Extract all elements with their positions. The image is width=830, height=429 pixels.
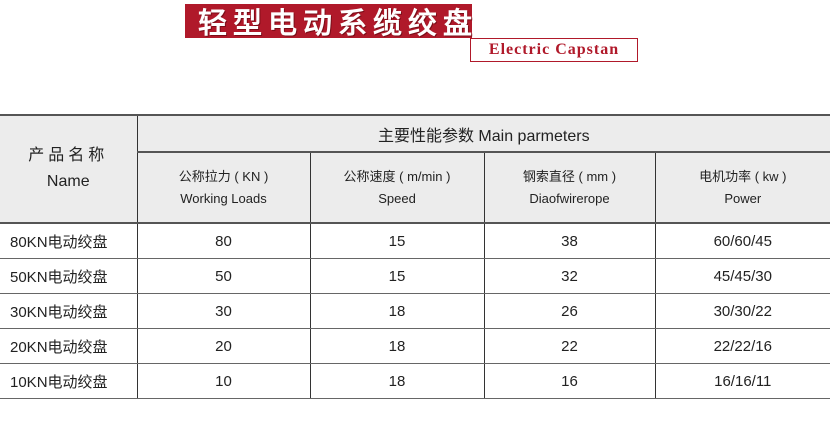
value-cell: 80 [136,223,310,259]
value-cell: 45/45/30 [654,258,830,294]
main-parameters-header: 主要性能参数 Main parmeters [136,115,830,153]
column-header-en: Diaofwirerope [529,190,610,206]
product-name-cell: 80KN电动绞盘 [0,223,137,259]
value-cell: 18 [309,363,484,399]
table-row: 30KN电动绞盘 30 18 26 30/30/22 [0,293,830,329]
product-name-cell: 30KN电动绞盘 [0,293,137,329]
table-row: 50KN电动绞盘 50 15 32 45/45/30 [0,258,830,294]
title-banner [185,4,472,38]
title-chinese: 轻型电动系缆绞盘 [198,6,479,40]
value-cell: 18 [309,293,484,329]
column-header-cn: 公称拉力 ( KN ) [178,168,269,184]
value-cell: 16 [483,363,655,399]
title-english: Electric Capstan [470,38,638,62]
value-cell: 30 [136,293,310,329]
column-header: 公称速度 ( m/min ) Speed [309,152,484,224]
table-row: 10KN电动绞盘 10 18 16 16/16/11 [0,363,830,399]
value-cell: 38 [483,223,655,259]
value-cell: 30/30/22 [654,293,830,329]
name-header: 产品名称 Name [0,115,137,224]
column-header-en: Power [724,190,762,206]
table-row: 80KN电动绞盘 80 15 38 60/60/45 [0,223,830,259]
value-cell: 50 [136,258,310,294]
column-header-en: Speed [378,190,416,206]
column-header: 电机功率 ( kw ) Power [654,152,830,224]
column-header: 公称拉力 ( KN ) Working Loads [136,152,310,224]
value-cell: 15 [309,258,484,294]
value-cell: 10 [136,363,310,399]
table-row: 20KN电动绞盘 20 18 22 22/22/16 [0,328,830,364]
product-name-cell: 20KN电动绞盘 [0,328,137,364]
value-cell: 60/60/45 [654,223,830,259]
product-name-cell: 50KN电动绞盘 [0,258,137,294]
column-header-en: Working Loads [180,190,267,206]
name-header-en: Name [46,173,90,190]
value-cell: 32 [483,258,655,294]
column-header-cn: 公称速度 ( m/min ) [343,168,451,184]
value-cell: 15 [309,223,484,259]
name-header-cn: 产品名称 [28,147,109,164]
value-cell: 26 [483,293,655,329]
product-name-cell: 10KN电动绞盘 [0,363,137,399]
value-cell: 16/16/11 [654,363,830,399]
value-cell: 22 [483,328,655,364]
column-header: 钢索直径 ( mm ) Diaofwirerope [483,152,655,224]
column-header-cn: 钢索直径 ( mm ) [522,168,617,184]
value-cell: 18 [309,328,484,364]
spec-table: 产品名称 Name 主要性能参数 Main parmeters 公称拉力 ( K… [0,114,830,399]
value-cell: 22/22/16 [654,328,830,364]
column-header-cn: 电机功率 ( kw ) [699,168,787,184]
value-cell: 20 [136,328,310,364]
